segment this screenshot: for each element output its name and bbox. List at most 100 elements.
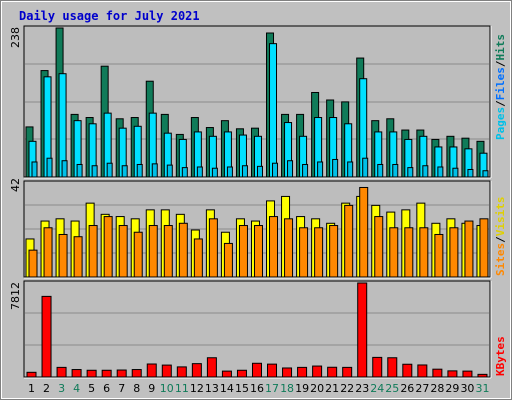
day-label: 2 — [43, 382, 50, 395]
kbytes-panel-background — [23, 280, 491, 378]
day-label: 12 — [190, 382, 204, 395]
sites-bar — [314, 227, 324, 278]
day-label: 6 — [103, 382, 110, 395]
pages-bar — [407, 167, 414, 178]
day-label: 27 — [415, 382, 429, 395]
day-label: 19 — [295, 382, 309, 395]
kbytes-bar — [297, 366, 308, 378]
sites-bar — [449, 227, 459, 278]
legend-pages: Pages — [494, 107, 507, 140]
pages-bar — [181, 167, 188, 178]
pages-bar — [121, 165, 128, 178]
sites-bar — [193, 238, 203, 278]
day-label: 9 — [148, 382, 155, 395]
sites-bar — [329, 225, 339, 278]
kbytes-bar — [161, 364, 172, 378]
kbytes-bar — [251, 362, 262, 378]
sites-bar — [223, 242, 233, 278]
kbytes-bar — [267, 363, 278, 378]
day-label: 23 — [355, 382, 369, 395]
kbytes-bar — [447, 370, 458, 378]
legend-visits: Visits — [494, 197, 507, 237]
day-label: 13 — [205, 382, 219, 395]
kbytes-bar — [417, 364, 428, 378]
legend-hits: Hits — [494, 34, 507, 61]
day-label: 15 — [235, 382, 249, 395]
pages-bar — [211, 167, 218, 178]
day-label: 22 — [340, 382, 354, 395]
kbytes-bar — [41, 295, 52, 378]
kbytes-bar — [101, 369, 112, 378]
pages-bar — [166, 164, 173, 178]
kbytes-bar — [327, 366, 338, 378]
kbytes-bar — [146, 363, 157, 378]
legend-sep-3: / — [494, 236, 507, 243]
day-label: 7 — [118, 382, 125, 395]
kbytes-bar — [312, 365, 323, 378]
sites-bar — [118, 225, 128, 278]
legend-sites: Sites — [494, 243, 507, 276]
visits-ymax-label: 42 — [9, 178, 22, 192]
day-label: 28 — [430, 382, 444, 395]
pages-bar — [287, 160, 294, 178]
pages-bar — [61, 160, 68, 178]
legend-sep-2: / — [494, 60, 507, 67]
day-label: 16 — [250, 382, 264, 395]
kbytes-bar — [221, 370, 232, 378]
sites-bar — [253, 225, 263, 278]
sites-bar — [434, 233, 444, 278]
kbytes-bar — [387, 357, 398, 378]
legend-files: Files — [494, 67, 507, 100]
pages-bar — [151, 163, 158, 178]
sites-bar — [284, 218, 294, 278]
kbytes-ymax-label: 7812 — [9, 282, 22, 310]
day-label: 24 — [370, 382, 384, 395]
day-label: 18 — [280, 382, 294, 395]
kbytes-bar — [116, 369, 127, 378]
kbytes-bar — [206, 357, 217, 378]
pages-bar — [256, 165, 263, 178]
kbytes-bar — [191, 363, 202, 378]
sites-bar — [58, 233, 68, 278]
kbytes-bar — [176, 366, 187, 378]
legend-kbytes: KBytes — [494, 336, 507, 376]
sites-bar — [464, 220, 474, 278]
sites-bar — [238, 225, 248, 278]
kbytes-bar — [402, 363, 413, 378]
day-label: 26 — [400, 382, 414, 395]
day-label: 14 — [220, 382, 234, 395]
sites-bar — [404, 227, 414, 278]
pages-bar — [196, 166, 203, 178]
pages-bar — [302, 163, 309, 178]
kbytes-bar — [357, 282, 368, 378]
kbytes-bar — [462, 370, 473, 378]
sites-bar — [43, 227, 53, 278]
chart-title: Daily usage for July 2021 — [19, 9, 200, 23]
day-label: 5 — [88, 382, 95, 395]
pages-bar — [437, 166, 444, 178]
pages-bar — [452, 167, 459, 178]
pages-bar — [226, 166, 233, 178]
pages-bar — [347, 161, 354, 178]
pages-bar — [422, 165, 429, 178]
pages-bar — [317, 161, 324, 178]
pages-bar — [377, 163, 384, 178]
kbytes-bar — [477, 373, 488, 378]
hits-ymax-label: 238 — [9, 27, 22, 48]
day-label: 17 — [265, 382, 279, 395]
kbytes-bar — [372, 356, 383, 378]
sites-bar — [28, 249, 38, 278]
kbytes-bar — [26, 371, 37, 378]
pages-bar — [136, 163, 143, 178]
day-label: 30 — [460, 382, 474, 395]
day-label: 11 — [175, 382, 189, 395]
pages-bar — [31, 161, 38, 178]
pages-bar — [332, 158, 339, 178]
day-label: 21 — [325, 382, 339, 395]
pages-bar — [467, 168, 474, 178]
day-label: 3 — [58, 382, 65, 395]
sites-bar — [133, 231, 143, 278]
sites-bar — [269, 216, 279, 278]
